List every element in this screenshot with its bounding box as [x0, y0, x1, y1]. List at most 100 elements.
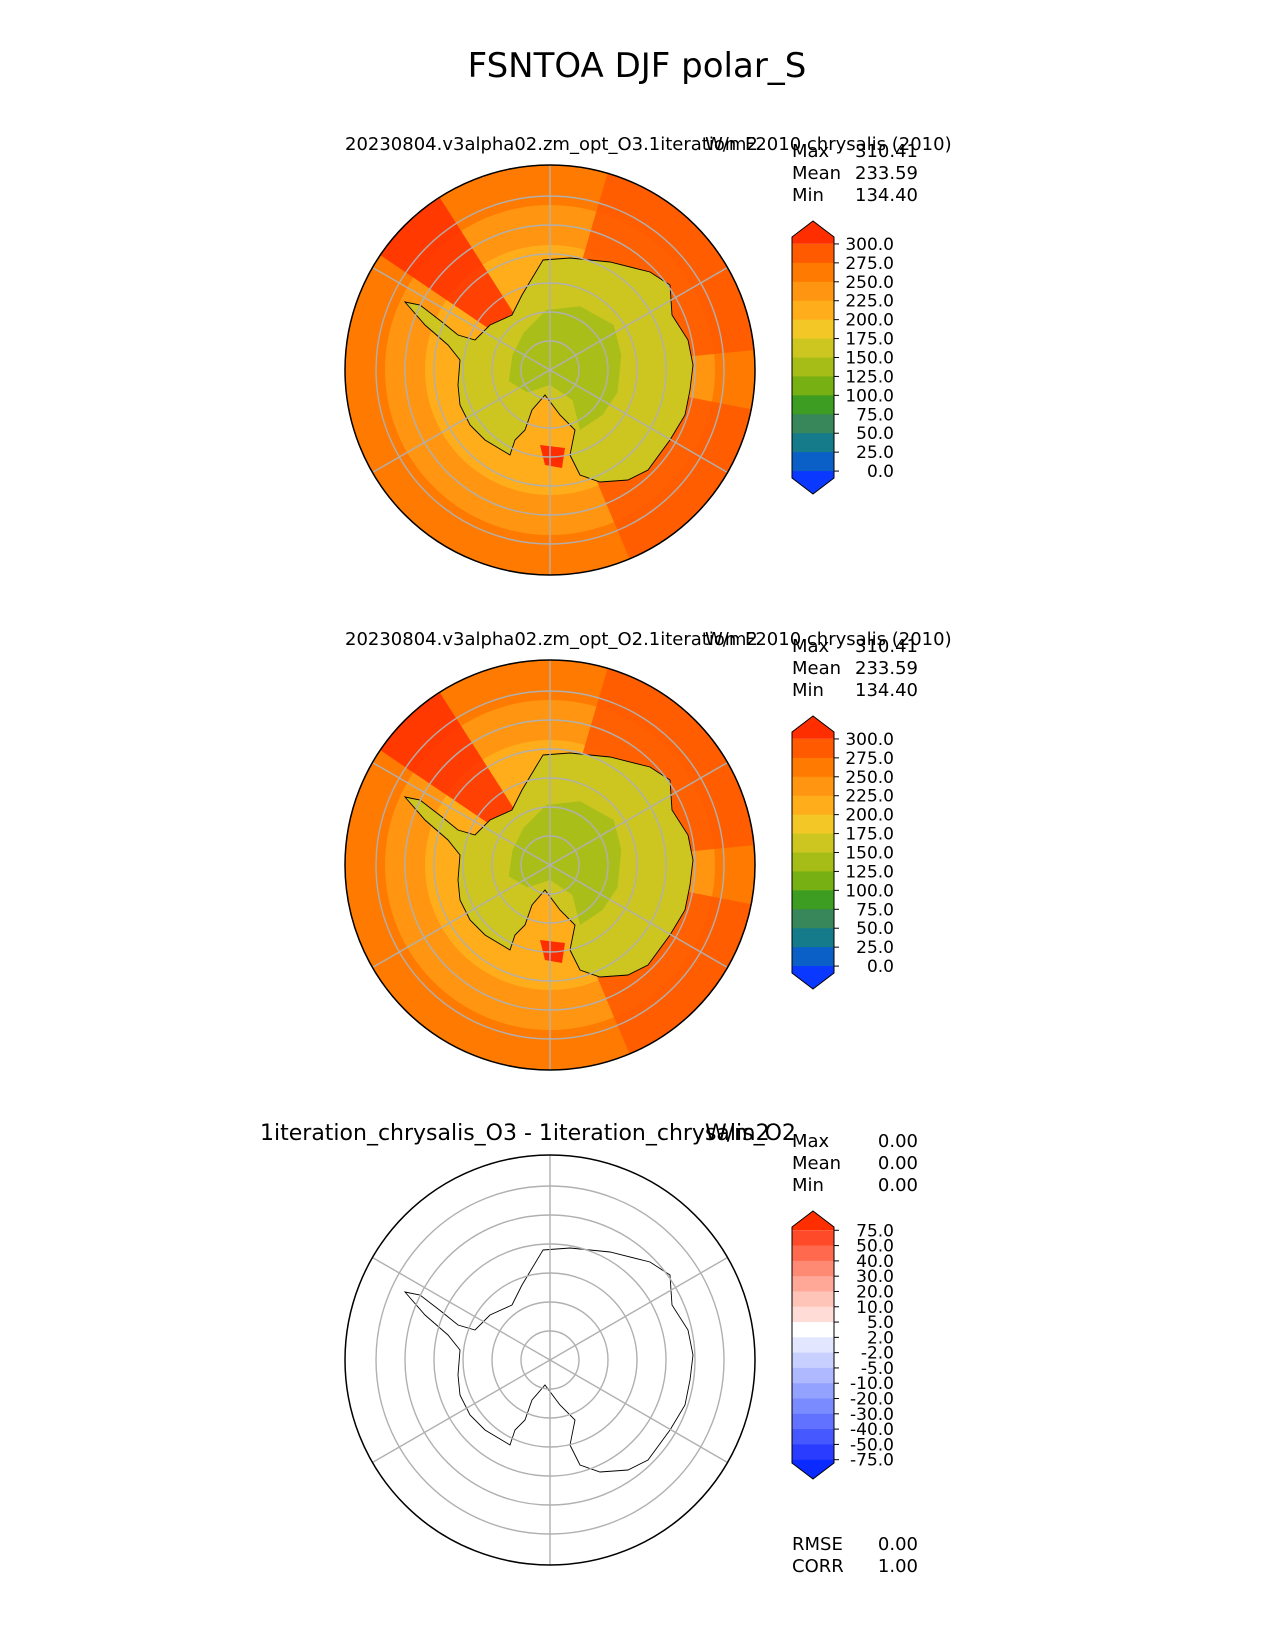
metric-value: 1.00	[878, 1556, 918, 1577]
stat-label: Mean	[792, 163, 841, 184]
longitude-gridline	[549, 266, 728, 371]
colorbar-segment	[792, 852, 834, 872]
panel-2: 20230804.v3alpha02.zm_opt_O2.1iterationW…	[344, 629, 952, 1071]
stat-label: Min	[792, 185, 824, 206]
colorbar-tick-label: 20.0	[856, 1282, 894, 1302]
colorbar-tick-label: 0.0	[867, 957, 894, 977]
longitude-gridline	[549, 864, 728, 969]
colorbar-tick-label: -10.0	[850, 1374, 894, 1394]
colorbar-outline	[791, 220, 835, 495]
colorbar-segment	[792, 357, 834, 377]
colorbar-segment	[792, 1306, 834, 1323]
colorbar-segment	[792, 300, 834, 321]
colorbar-segment	[792, 1322, 834, 1338]
polar-map	[345, 660, 755, 1070]
colorbar-tick-label: 50.0	[856, 919, 894, 939]
stat-value: 233.59	[855, 163, 918, 184]
colorbar-segment	[792, 757, 834, 778]
panel-title-left: 1iteration_chrysalis_O3 - 1iteration_chr…	[260, 1121, 796, 1146]
colorbar-tick-label: 0.0	[867, 462, 894, 482]
stat-value: 233.59	[855, 658, 918, 679]
colorbar-segment	[792, 1398, 834, 1415]
panel-units: W/m2	[705, 1121, 770, 1146]
coastline	[403, 752, 694, 978]
colorbar-segment	[792, 1245, 834, 1262]
colorbar-segment	[792, 243, 834, 264]
longitude-gridline	[372, 761, 551, 866]
colorbar-tick-label: 125.0	[845, 862, 894, 882]
colorbar-segment	[792, 376, 834, 396]
colorbar-segment	[792, 338, 834, 358]
panel-title-left: 20230804.v3alpha02.zm_opt_O2.1iteration	[345, 629, 736, 650]
colorbar-segment	[792, 452, 834, 472]
colorbar-segment	[792, 928, 834, 948]
colorbar-segment	[792, 395, 834, 415]
colorbar-tick-label: 275.0	[845, 254, 894, 274]
colorbar-extend-max	[792, 1211, 834, 1231]
colorbar-segment	[792, 776, 834, 797]
stat-label: Max	[792, 1131, 830, 1152]
colorbar-tick-label: 150.0	[845, 349, 894, 369]
colorbar-segment	[792, 1444, 834, 1461]
colorbar-segment	[792, 1291, 834, 1308]
longitude-gridline	[372, 266, 551, 371]
continent-interior	[508, 306, 622, 430]
panel-1: 20230804.v3alpha02.zm_opt_O3.1iterationW…	[344, 134, 952, 576]
colorbar-tick-label: -20.0	[850, 1390, 894, 1410]
longitude-gridline	[372, 369, 551, 474]
longitude-gridline	[549, 1359, 728, 1464]
colorbar-tick-label: -30.0	[850, 1405, 894, 1425]
colorbar-segment	[792, 1367, 834, 1384]
stat-label: Max	[792, 636, 830, 657]
stat-value: 0.00	[878, 1153, 918, 1174]
panel-3: 1iteration_chrysalis_O3 - 1iteration_chr…	[260, 1121, 918, 1577]
longitude-gridline	[372, 1359, 551, 1464]
longitude-gridline	[372, 1256, 551, 1361]
stat-label: Max	[792, 141, 830, 162]
colorbar-segment	[792, 947, 834, 967]
colorbar: 300.0275.0250.0225.0200.0175.0150.0125.0…	[791, 715, 894, 990]
polar-map	[345, 1155, 755, 1565]
coastline	[403, 1247, 694, 1473]
colorbar-extend-min	[792, 471, 834, 494]
colorbar-tick-label: 2.0	[867, 1328, 894, 1348]
colorbar-tick-label: 30.0	[856, 1267, 894, 1287]
colorbar-outline	[791, 715, 835, 990]
colorbar-segment	[792, 433, 834, 453]
colorbar-segment	[792, 833, 834, 853]
colorbar-outline	[791, 1210, 835, 1480]
colorbar-tick-label: 250.0	[845, 273, 894, 293]
colorbar-tick-label: 100.0	[845, 386, 894, 406]
colorbar-tick-label: 250.0	[845, 768, 894, 788]
colorbar-segment	[792, 414, 834, 434]
colorbar-tick-label: 75.0	[856, 1221, 894, 1241]
colorbar-segment	[792, 814, 834, 835]
continent-interior	[508, 801, 622, 925]
colorbar-extend-max	[792, 221, 834, 244]
colorbar-tick-label: 75.0	[856, 405, 894, 425]
colorbar-tick-label: 275.0	[845, 749, 894, 769]
longitude-gridline	[549, 369, 728, 474]
colorbar-tick-label: 300.0	[845, 730, 894, 750]
stat-value: 134.40	[855, 185, 918, 206]
panel-title-right: F2010 chrysalis (2010)	[745, 134, 952, 155]
longitude-gridline	[549, 1256, 728, 1361]
map-border	[344, 1154, 756, 1566]
colorbar-extend-max	[792, 716, 834, 739]
colorbar-tick-label: 75.0	[856, 900, 894, 920]
colorbar-segment	[792, 1383, 834, 1400]
colorbar-tick-label: 50.0	[856, 1237, 894, 1257]
colorbar-segment	[792, 319, 834, 340]
colorbar-segment	[792, 1352, 834, 1369]
colorbar-segment	[792, 1413, 834, 1430]
colorbar-segment	[792, 1276, 834, 1292]
metric-value: 0.00	[878, 1534, 918, 1555]
panel-title-left: 20230804.v3alpha02.zm_opt_O3.1iteration	[345, 134, 736, 155]
colorbar-tick-label: 175.0	[845, 330, 894, 350]
colorbar-tick-label: 225.0	[845, 292, 894, 312]
colorbar-tick-label: 200.0	[845, 311, 894, 331]
colorbar-extend-min	[792, 1459, 834, 1479]
colorbar-segment	[792, 1260, 834, 1277]
colorbar-segment	[792, 871, 834, 891]
